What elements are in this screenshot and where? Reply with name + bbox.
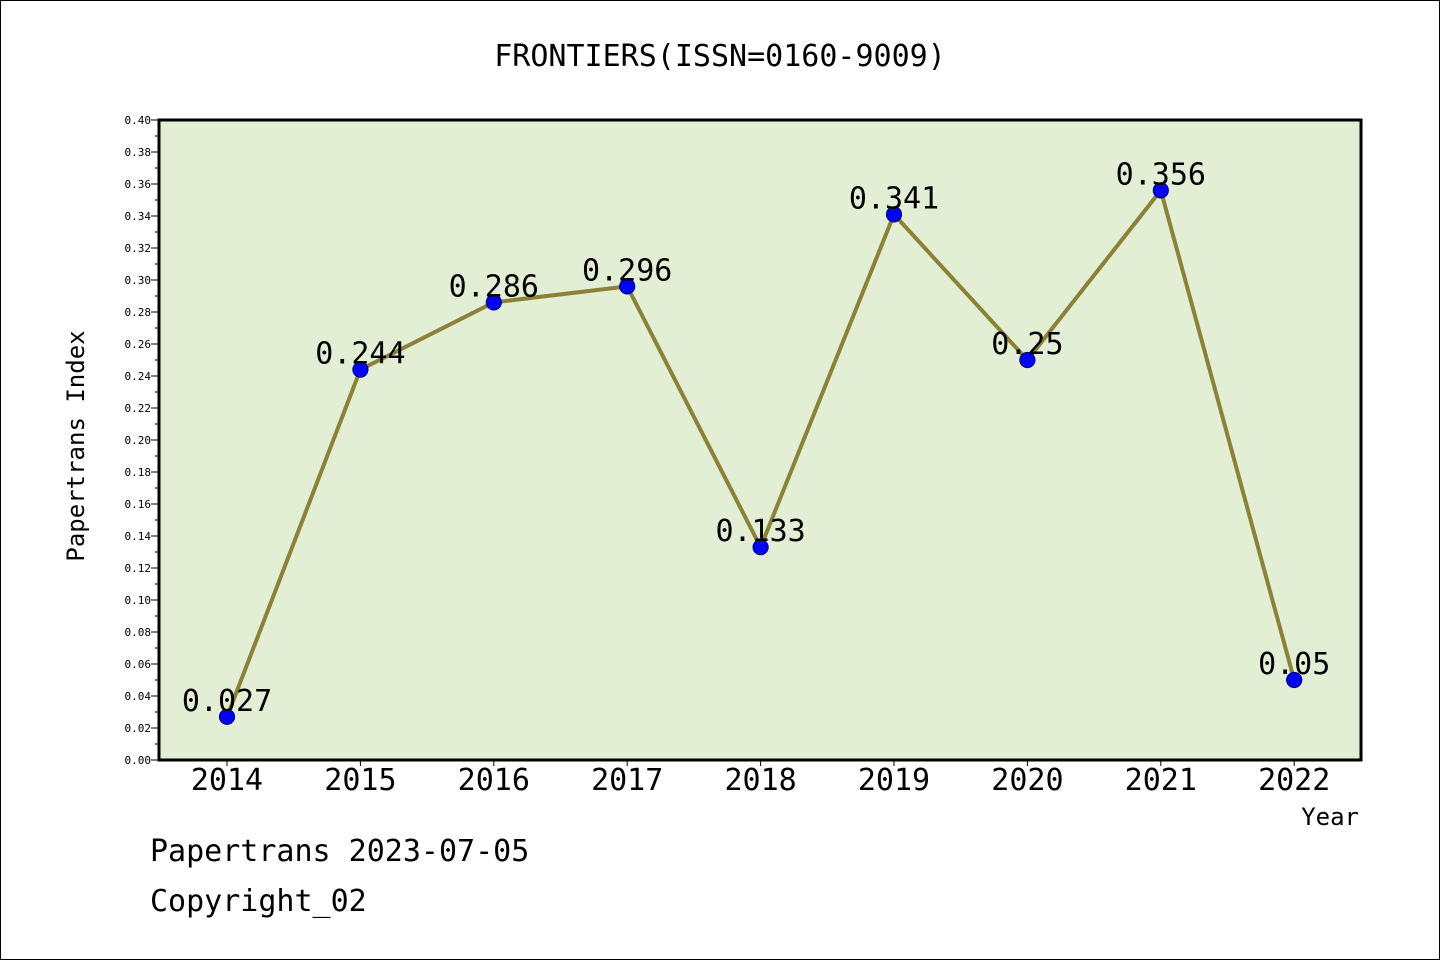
x-axis: 2014 2015 2016 2017 2018 2019 2020 2021 2022 [191, 760, 1330, 798]
y-tick-label: 0.24 [125, 370, 152, 383]
x-tick-label: 2018 [724, 763, 796, 798]
data-label: 0.286 [449, 269, 539, 304]
y-tick-label: 0.22 [125, 402, 152, 415]
data-label: 0.05 [1258, 647, 1330, 682]
chart-title: FRONTIERS(ISSN=0160-9009) [494, 39, 946, 74]
data-label: 0.027 [182, 684, 272, 719]
x-tick-label: 2020 [991, 763, 1063, 798]
x-tick-label: 2019 [858, 763, 930, 798]
x-tick-label: 2021 [1125, 763, 1197, 798]
x-tick-label: 2014 [191, 763, 263, 798]
data-label: 0.356 [1116, 157, 1206, 192]
data-point [352, 361, 369, 378]
data-point [218, 708, 236, 725]
data-label: 0.341 [849, 181, 939, 216]
y-tick-label: 0.38 [125, 146, 152, 159]
data-point [752, 539, 769, 556]
x-axis-label: Year [1301, 803, 1359, 831]
data-point [619, 278, 636, 295]
y-tick-label: 0.02 [125, 722, 152, 735]
data-point [885, 206, 903, 223]
y-tick-label: 0.32 [125, 242, 152, 255]
y-tick-label: 0.06 [125, 658, 152, 671]
data-label: 0.133 [715, 514, 805, 549]
y-tick-label: 0.40 [125, 114, 152, 127]
y-tick-label: 0.34 [125, 210, 152, 223]
x-tick-label: 2015 [324, 763, 396, 798]
data-label: 0.244 [315, 337, 405, 372]
x-tick-label: 2022 [1258, 763, 1330, 798]
data-label: 0.25 [991, 327, 1063, 362]
data-point [1019, 351, 1036, 369]
y-tick-label: 0.16 [125, 498, 152, 511]
data-points [218, 182, 1303, 725]
data-point [485, 294, 502, 311]
x-tick-label: 2017 [591, 763, 663, 798]
y-axis-label: Papertrans Index [62, 330, 90, 561]
data-point [1286, 671, 1303, 689]
y-axis: 0.00 0.02 0.04 0.06 0.08 0.10 0.12 0.14 0.16 0.18… [125, 114, 159, 767]
y-tick-label: 0.08 [125, 626, 152, 639]
y-tick-label: 0.12 [125, 562, 152, 575]
plot-area [157, 118, 1363, 762]
y-tick-label: 0.26 [125, 338, 152, 351]
footer-copyright: Copyright_02 [150, 884, 367, 919]
y-tick-label: 0.18 [125, 466, 152, 479]
data-label: 0.296 [582, 253, 672, 288]
y-tick-label: 0.20 [125, 434, 152, 447]
y-tick-label: 0.36 [125, 178, 152, 191]
y-tick-label: 0.00 [125, 754, 152, 767]
x-tick-label: 2016 [458, 763, 530, 798]
y-tick-label: 0.04 [125, 690, 152, 703]
y-tick-label: 0.14 [125, 530, 152, 543]
y-tick-label: 0.10 [125, 594, 152, 607]
data-labels: 0.027 0.244 0.286 0.296 0.133 0.341 0.25 0.356 0… [182, 157, 1330, 718]
data-point [1152, 182, 1169, 199]
y-tick-label: 0.30 [125, 274, 152, 287]
y-tick-label: 0.28 [125, 306, 152, 319]
footer-date: Papertrans 2023-07-05 [150, 834, 530, 869]
